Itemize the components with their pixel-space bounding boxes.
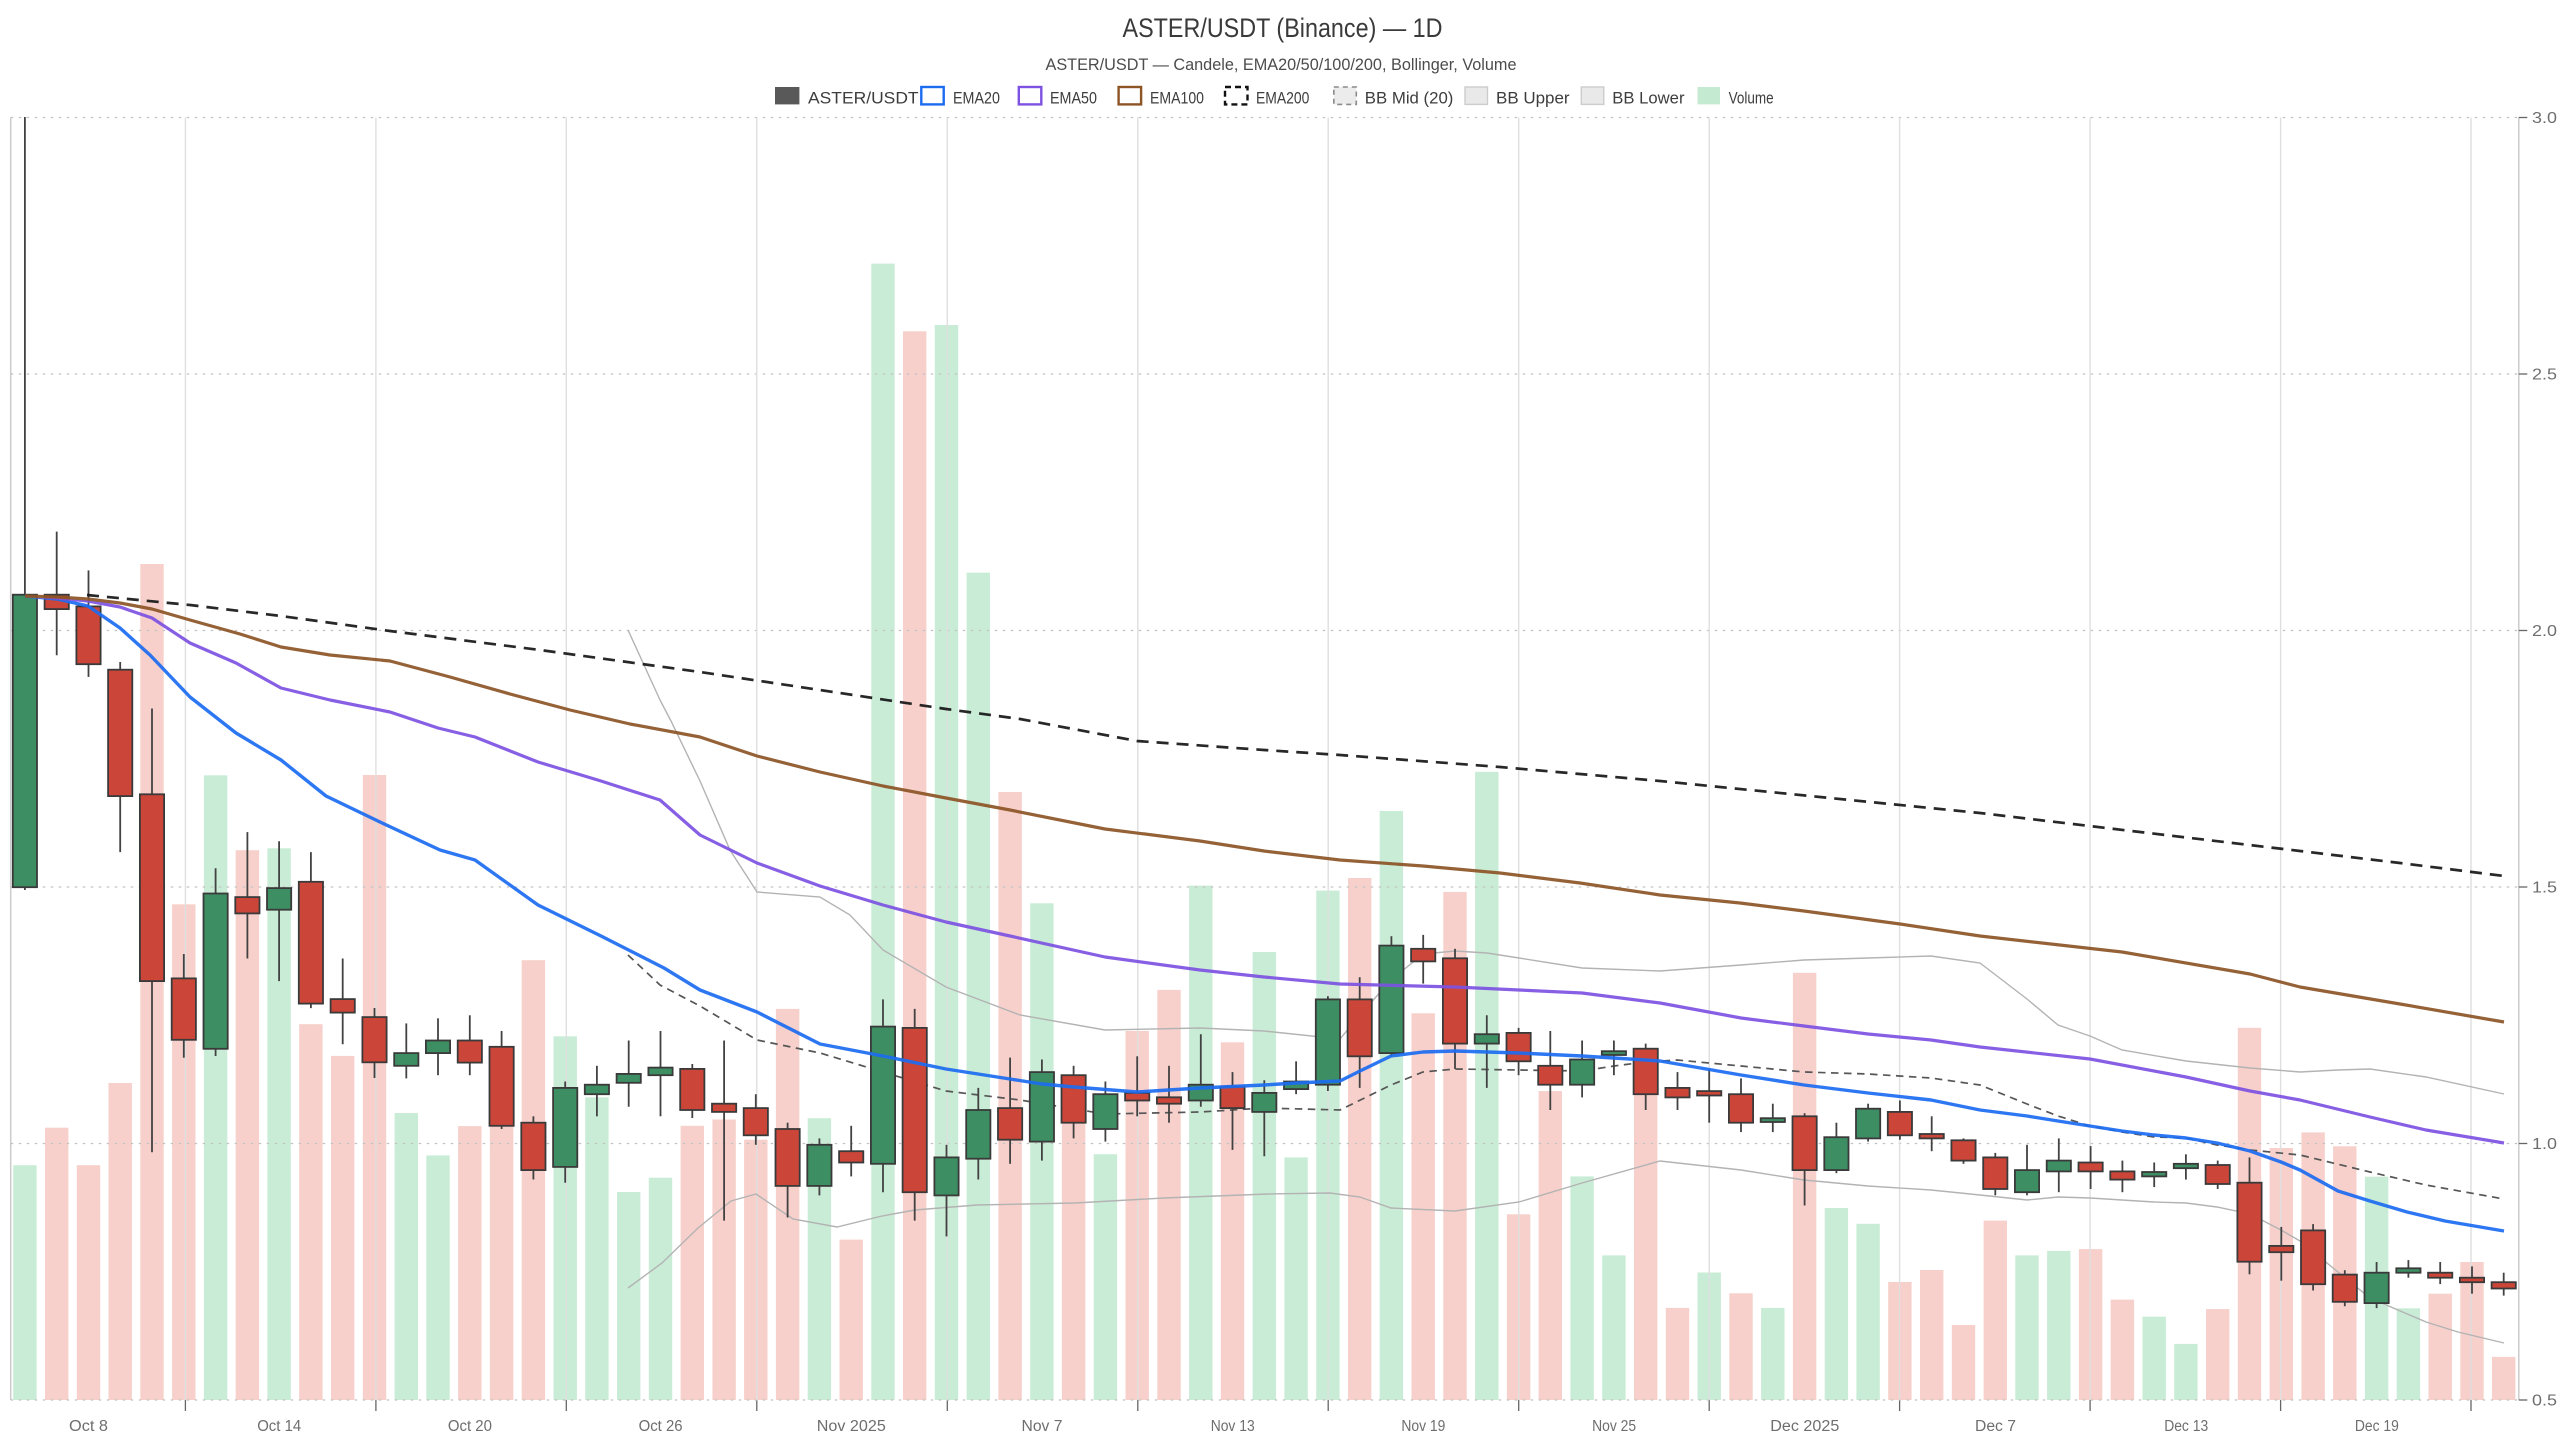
svg-text:Dec 13: Dec 13 <box>2164 1418 2208 1435</box>
svg-text:Nov 7: Nov 7 <box>1022 1418 1063 1435</box>
svg-text:EMA50: EMA50 <box>1050 90 1097 108</box>
svg-text:BB Upper: BB Upper <box>1496 90 1570 108</box>
svg-text:Dec 19: Dec 19 <box>2355 1418 2399 1435</box>
svg-text:1.0: 1.0 <box>2532 1136 2557 1153</box>
svg-text:EMA200: EMA200 <box>1256 90 1309 108</box>
svg-text:Oct 14: Oct 14 <box>257 1418 301 1435</box>
svg-text:Nov 13: Nov 13 <box>1211 1418 1255 1435</box>
svg-text:ASTER/USDT: ASTER/USDT <box>808 90 919 108</box>
svg-text:1.5: 1.5 <box>2532 880 2557 897</box>
svg-text:Dec 7: Dec 7 <box>1975 1418 2016 1435</box>
svg-text:Nov 2025: Nov 2025 <box>817 1418 886 1435</box>
svg-text:EMA100: EMA100 <box>1150 90 1204 108</box>
svg-text:2.5: 2.5 <box>2532 367 2557 384</box>
svg-text:BB Lower: BB Lower <box>1612 90 1685 108</box>
svg-text:2.0: 2.0 <box>2532 623 2557 640</box>
svg-text:ASTER/USDT (Binance) — 1D: ASTER/USDT (Binance) — 1D <box>1123 13 1443 43</box>
svg-text:Dec 2025: Dec 2025 <box>1770 1418 1839 1435</box>
svg-text:Nov 25: Nov 25 <box>1592 1418 1636 1435</box>
svg-text:Oct 8: Oct 8 <box>69 1418 108 1435</box>
svg-text:3.0: 3.0 <box>2532 110 2557 127</box>
svg-text:Nov 19: Nov 19 <box>1401 1418 1445 1435</box>
svg-text:Oct 26: Oct 26 <box>639 1418 683 1435</box>
svg-text:ASTER/USDT — Candele, EMA20/50: ASTER/USDT — Candele, EMA20/50/100/200, … <box>1046 55 1517 74</box>
svg-text:Oct 20: Oct 20 <box>448 1418 492 1435</box>
svg-text:0.5: 0.5 <box>2532 1393 2557 1410</box>
svg-text:EMA20: EMA20 <box>953 90 1000 108</box>
svg-text:Volume: Volume <box>1729 90 1774 108</box>
svg-text:BB Mid (20): BB Mid (20) <box>1365 90 1454 108</box>
